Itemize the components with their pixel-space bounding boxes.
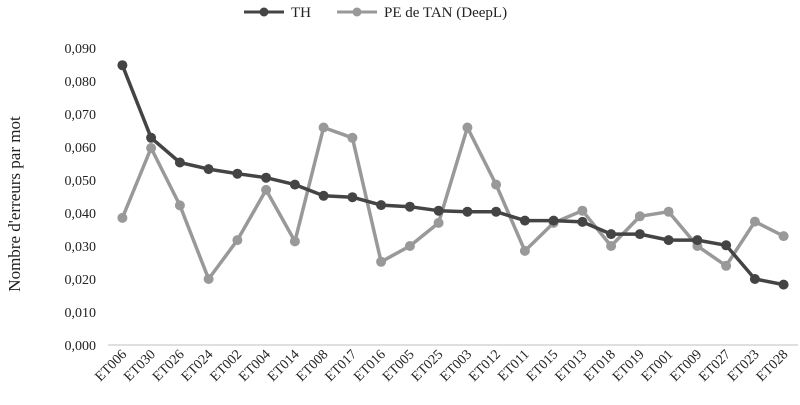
data-point-th xyxy=(174,157,185,168)
data-point-th xyxy=(433,205,444,216)
data-point-pe-de-tan-deepl xyxy=(376,256,387,267)
data-point-th xyxy=(404,201,415,212)
x-tick-label: ET005 xyxy=(380,347,418,385)
y-tick-label: 0,000 xyxy=(65,339,97,354)
data-point-pe-de-tan-deepl xyxy=(146,143,157,153)
data-point-th xyxy=(692,235,703,246)
x-tick-label: ET012 xyxy=(466,347,504,385)
data-point-th xyxy=(232,168,243,179)
data-point-th xyxy=(491,206,502,217)
data-point-th xyxy=(203,164,214,175)
data-point-th xyxy=(663,235,674,246)
data-point-pe-de-tan-deepl xyxy=(606,241,617,251)
data-point-th xyxy=(548,215,559,226)
data-point-th xyxy=(519,215,530,226)
x-tick-label: ET019 xyxy=(610,347,648,385)
data-point-th xyxy=(634,229,645,240)
data-point-th xyxy=(318,190,329,201)
x-tick-label: ET016 xyxy=(351,347,389,385)
y-tick-label: 0,080 xyxy=(65,75,97,90)
data-point-pe-de-tan-deepl xyxy=(318,122,329,133)
x-tick-label: ET017 xyxy=(323,347,361,385)
legend-marker-th xyxy=(259,7,269,17)
x-tick-label: ET025 xyxy=(409,347,447,385)
x-tick-label: ET001 xyxy=(639,347,677,385)
data-point-th xyxy=(117,60,128,71)
data-point-pe-de-tan-deepl xyxy=(433,217,444,228)
x-tick-label: ET014 xyxy=(265,347,303,385)
y-tick-label: 0,050 xyxy=(65,174,97,189)
data-point-pe-de-tan-deepl xyxy=(519,245,530,256)
data-point-th xyxy=(289,179,300,190)
data-point-pe-de-tan-deepl xyxy=(404,241,415,251)
series-group xyxy=(117,60,789,290)
series-line-pe-de-tan-deepl xyxy=(120,125,785,281)
data-point-th xyxy=(146,132,157,143)
legend: TH PE de TAN (DeepL) xyxy=(244,5,507,21)
legend-item-th: TH xyxy=(244,5,311,21)
data-point-pe-de-tan-deepl xyxy=(749,216,760,227)
x-tick-label: ET013 xyxy=(553,347,591,385)
x-tick-label: ET008 xyxy=(294,347,332,385)
x-tick-label: ET023 xyxy=(725,347,763,385)
data-point-th xyxy=(606,229,617,240)
x-tick-label: ET015 xyxy=(524,347,562,385)
x-tick-label: ET028 xyxy=(754,347,792,385)
y-tick-label: 0,040 xyxy=(65,207,97,222)
y-tick-label: 0,070 xyxy=(65,108,97,123)
x-axis-ticks: ET006ET030ET026ET024ET002ET004ET014ET008… xyxy=(93,347,792,385)
x-tick-label: ET024 xyxy=(179,347,217,385)
data-point-pe-de-tan-deepl xyxy=(117,212,128,223)
data-point-pe-de-tan-deepl xyxy=(261,184,272,195)
y-tick-label: 0,010 xyxy=(65,306,97,321)
data-point-pe-de-tan-deepl xyxy=(289,236,300,247)
x-tick-label: ET030 xyxy=(121,347,159,385)
data-point-th xyxy=(778,279,789,290)
data-point-th xyxy=(577,216,588,227)
legend-marker-pe-de-tan xyxy=(352,7,362,17)
x-tick-label: ET003 xyxy=(438,347,476,385)
data-point-pe-de-tan-deepl xyxy=(577,205,588,216)
data-point-pe-de-tan-deepl xyxy=(462,122,473,133)
x-tick-label: ET026 xyxy=(150,347,188,385)
x-tick-label: ET018 xyxy=(581,347,619,385)
data-point-pe-de-tan-deepl xyxy=(347,132,358,143)
y-tick-label: 0,090 xyxy=(65,42,97,57)
y-tick-label: 0,030 xyxy=(65,240,97,255)
data-point-th xyxy=(347,192,358,203)
data-point-pe-de-tan-deepl xyxy=(663,206,674,217)
data-point-pe-de-tan-deepl xyxy=(778,231,789,242)
x-tick-label: ET009 xyxy=(668,347,706,385)
data-point-th xyxy=(749,274,760,284)
data-point-pe-de-tan-deepl xyxy=(203,274,214,284)
x-tick-label: ET011 xyxy=(496,347,533,384)
y-axis-ticks: 0,000 0,010 0,020 0,030 0,040 0,050 0,060 0,070… xyxy=(65,42,97,354)
x-tick-label: ET006 xyxy=(93,347,131,385)
series-th xyxy=(117,60,789,290)
series-pe-de-tan-deepl xyxy=(117,122,789,284)
y-axis-title: Nombre d'erreurs par mot xyxy=(5,116,24,292)
legend-label-pe-de-tan: PE de TAN (DeepL) xyxy=(384,5,507,21)
data-point-pe-de-tan-deepl xyxy=(491,179,502,190)
legend-label-th: TH xyxy=(291,5,311,21)
data-point-pe-de-tan-deepl xyxy=(634,211,645,222)
x-tick-label: ET027 xyxy=(696,347,734,385)
y-tick-label: 0,060 xyxy=(65,141,97,156)
data-point-pe-de-tan-deepl xyxy=(232,235,243,246)
data-point-th xyxy=(462,206,473,217)
y-tick-label: 0,020 xyxy=(65,273,97,288)
data-point-th xyxy=(376,200,387,211)
data-point-pe-de-tan-deepl xyxy=(721,260,732,271)
legend-item-pe-de-tan: PE de TAN (DeepL) xyxy=(337,5,507,21)
x-tick-label: ET004 xyxy=(236,347,274,385)
x-tick-label: ET002 xyxy=(208,347,246,385)
data-point-pe-de-tan-deepl xyxy=(174,200,185,211)
data-point-th xyxy=(721,240,732,251)
data-point-th xyxy=(261,172,272,183)
